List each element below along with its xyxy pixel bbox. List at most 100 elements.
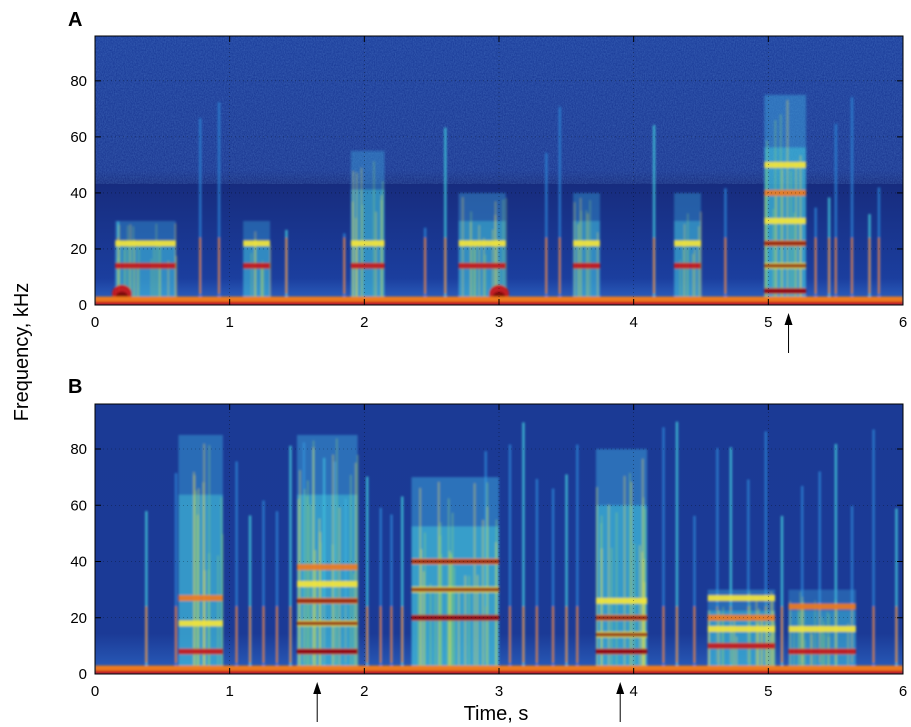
harmonic-band (350, 240, 385, 247)
segment-texture (318, 518, 321, 674)
harmonic-band (707, 626, 776, 632)
segment-texture (307, 480, 309, 674)
harmonic-band (707, 614, 776, 621)
click-core (814, 237, 817, 294)
segment-texture (476, 575, 479, 674)
click-streak (199, 118, 202, 305)
segment-texture (814, 600, 816, 674)
segment-texture (573, 202, 576, 305)
segment-texture (641, 551, 644, 674)
segment-texture (589, 200, 591, 305)
click-streak (379, 507, 382, 674)
harmonic-band (788, 603, 856, 610)
segment-texture (834, 599, 837, 674)
segment-texture (795, 163, 797, 305)
segment-texture (451, 512, 454, 674)
segment-texture (429, 583, 432, 674)
x-tick-label: 6 (899, 683, 907, 700)
x-tick-label: 2 (360, 314, 368, 331)
click-core (276, 606, 278, 663)
segment-texture (195, 490, 197, 674)
segment-texture (312, 447, 315, 674)
arrow-head (784, 313, 793, 325)
click-core (576, 606, 579, 663)
segment-texture (473, 483, 476, 674)
y-axis-label: Frequency, kHz (11, 283, 33, 422)
click-core (872, 606, 875, 663)
segment-texture (700, 211, 702, 305)
segment-texture (438, 481, 440, 674)
segment-texture (505, 197, 507, 305)
segment-texture (356, 172, 358, 305)
segment-texture (789, 601, 791, 674)
segment-texture (136, 266, 139, 305)
segment-texture (596, 487, 598, 674)
panel-b-letter: B (68, 376, 82, 398)
segment-texture (495, 546, 497, 674)
arrow-head (313, 682, 322, 694)
segment-core (764, 147, 807, 305)
segment-texture (217, 555, 219, 674)
y-tick-label: 60 (70, 129, 87, 146)
click-core (289, 606, 292, 663)
x-tick-label: 4 (629, 314, 637, 331)
segment-texture (502, 199, 504, 305)
panel-b-arrows (313, 682, 625, 722)
segment-texture (254, 239, 257, 305)
click-core (379, 606, 382, 663)
segment-texture (464, 575, 467, 674)
harmonic-band (674, 240, 701, 247)
segment-texture (639, 545, 641, 674)
segment-texture (615, 512, 618, 674)
segment-texture (731, 626, 734, 674)
segment-texture (823, 621, 825, 674)
segment-texture (587, 213, 589, 305)
segment-texture (755, 597, 758, 674)
click-streak (801, 485, 804, 674)
click-streak (834, 123, 838, 305)
harmonic-band (707, 642, 776, 649)
segment-texture (828, 614, 830, 674)
harmonic-band (178, 620, 223, 627)
y-tick-label: 40 (70, 554, 87, 571)
segment-texture (167, 260, 170, 305)
segment-texture (748, 591, 751, 674)
harmonic-core (411, 587, 499, 592)
segment-texture (772, 610, 775, 674)
click-streak (522, 422, 525, 674)
harmonic-band (178, 595, 223, 602)
click-streak (217, 102, 221, 305)
harmonic-core (297, 649, 358, 654)
segment-texture (804, 639, 806, 674)
click-core (868, 237, 871, 294)
click-streak (780, 515, 784, 674)
click-streak (366, 476, 369, 674)
segment-texture (133, 239, 136, 305)
click-streak (747, 479, 750, 674)
harmonic-band (243, 240, 271, 247)
segment-texture (643, 582, 646, 674)
click-streak (716, 448, 719, 674)
segment-texture (355, 217, 357, 305)
click-core (675, 606, 678, 663)
click-streak (895, 508, 898, 674)
segment-texture (826, 611, 829, 674)
panel-a-grid (95, 36, 903, 305)
y-tick-label: 40 (70, 185, 87, 202)
click-streak (390, 514, 393, 674)
harmonic-band (573, 262, 600, 269)
segment-texture (448, 550, 451, 674)
click-streak (818, 471, 821, 674)
segment-texture (629, 472, 631, 674)
x-tick-label: 1 (225, 314, 233, 331)
click-streak (565, 474, 568, 674)
segment-texture (117, 257, 119, 305)
segment-texture (486, 482, 489, 674)
segment-texture (261, 267, 263, 305)
click-streak (834, 443, 838, 674)
click-streak (508, 444, 512, 674)
harmonic-core (297, 598, 358, 603)
segment-texture (765, 169, 767, 305)
segment-texture (419, 488, 421, 674)
segment-texture (461, 197, 464, 305)
